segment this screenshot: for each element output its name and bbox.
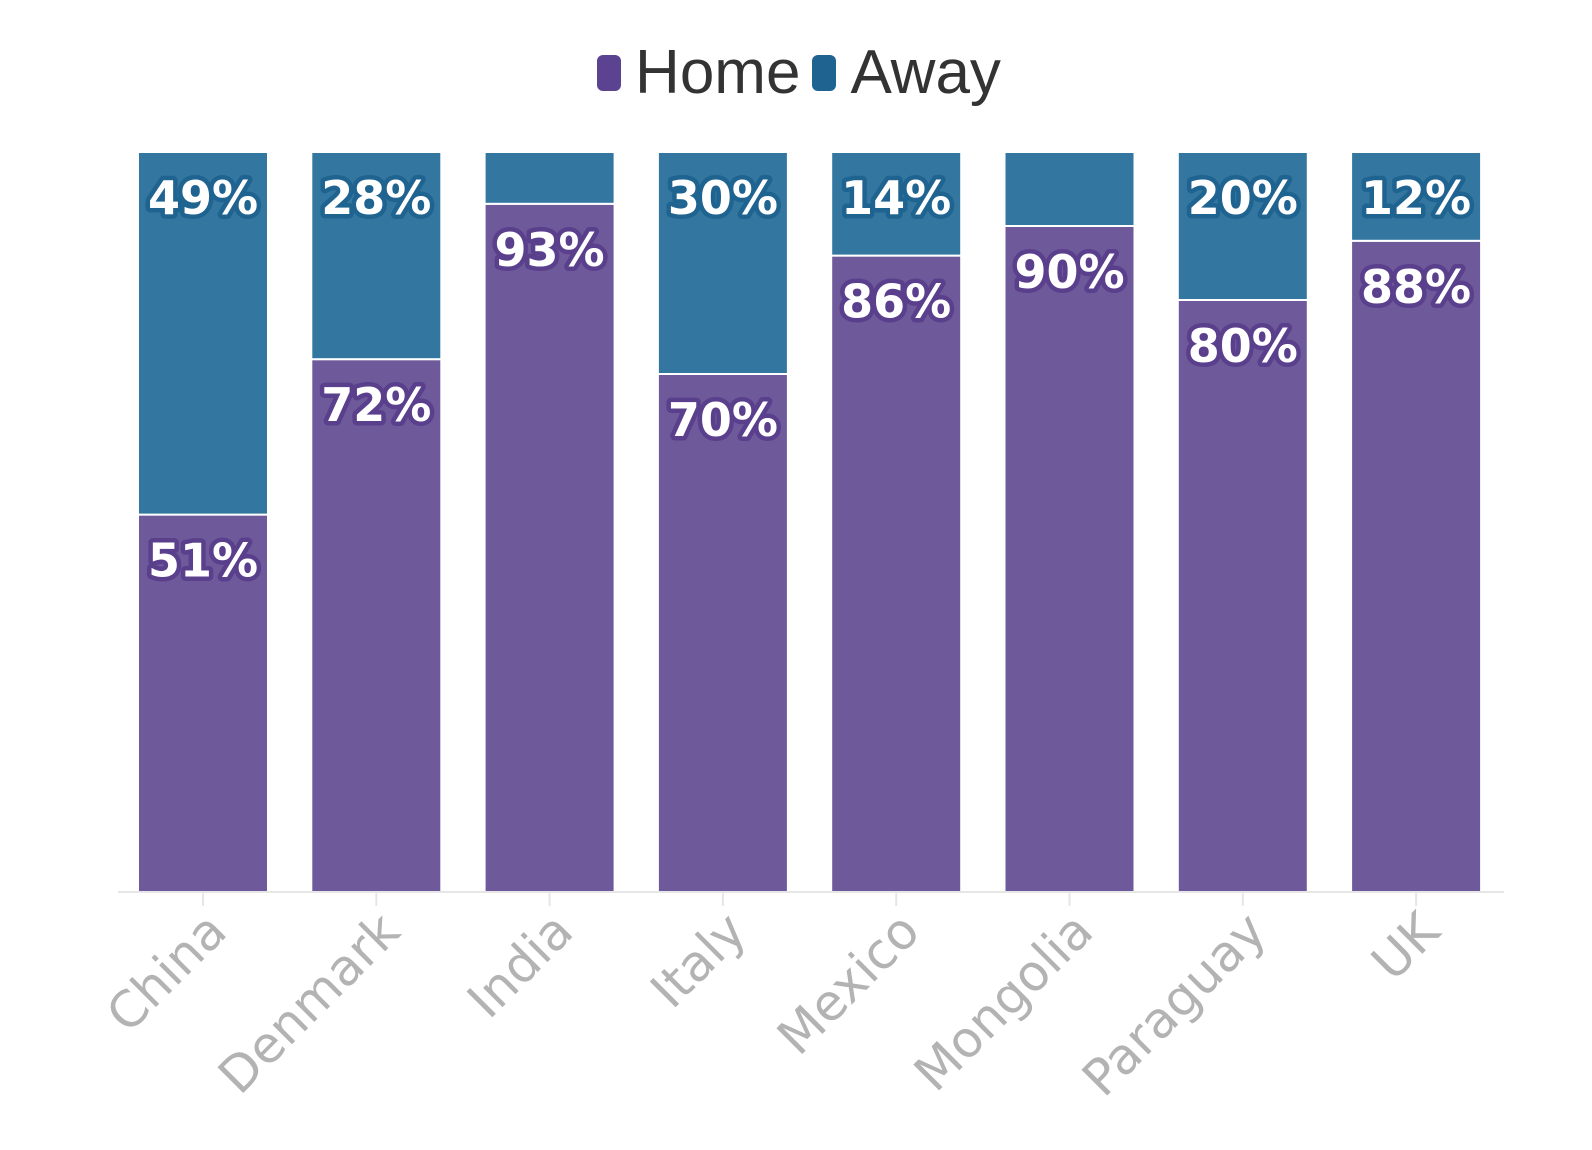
x-tick-label-mexico: Mexico bbox=[766, 901, 930, 1065]
value-label-away-denmark: 28% bbox=[321, 171, 431, 225]
x-tick-label-italy: Italy bbox=[640, 901, 758, 1019]
value-label-away-italy: 30% bbox=[668, 171, 778, 225]
value-label-home-paraguay: 80% bbox=[1188, 319, 1298, 373]
bar-home-paraguay[interactable] bbox=[1176, 299, 1309, 893]
legend-label-home: Home bbox=[635, 38, 801, 107]
bar-away-paraguay[interactable] bbox=[1176, 151, 1309, 301]
value-label-away-paraguay: 20% bbox=[1188, 171, 1298, 225]
bar-home-denmark[interactable] bbox=[310, 358, 443, 893]
legend-swatch-away bbox=[812, 55, 837, 91]
legend-item-home[interactable]: Home bbox=[591, 38, 800, 108]
value-label-away-mexico: 14% bbox=[841, 171, 951, 225]
bar-away-italy[interactable] bbox=[656, 151, 789, 375]
legend-swatch-home bbox=[597, 55, 622, 91]
bar-home-italy[interactable] bbox=[656, 373, 789, 893]
bar-away-mongolia[interactable] bbox=[1003, 151, 1136, 227]
value-label-home-uk: 88% bbox=[1361, 260, 1471, 314]
bar-home-china[interactable] bbox=[137, 513, 269, 893]
value-label-home-china: 51% bbox=[148, 534, 258, 588]
bar-away-uk[interactable] bbox=[1350, 151, 1483, 242]
bars-layer bbox=[137, 151, 1483, 894]
x-tick-label-paraguay: Paraguay bbox=[1071, 901, 1277, 1107]
x-tick-label-india: India bbox=[456, 901, 584, 1029]
bar-home-mexico[interactable] bbox=[830, 254, 963, 894]
value-label-home-mongolia: 90% bbox=[1014, 245, 1124, 299]
bar-away-mexico[interactable] bbox=[830, 151, 963, 257]
x-tick-label-denmark: Denmark bbox=[207, 901, 411, 1105]
bar-away-india[interactable] bbox=[483, 151, 616, 205]
x-tick-label-mongolia: Mongolia bbox=[903, 901, 1104, 1102]
x-tick-label-china: China bbox=[95, 901, 237, 1043]
x-tick-label-uk: UK bbox=[1361, 901, 1452, 992]
value-label-away-china: 49% bbox=[148, 171, 258, 225]
legend: Home Away bbox=[0, 38, 1592, 108]
value-label-home-italy: 70% bbox=[668, 393, 778, 447]
value-label-away-uk: 12% bbox=[1361, 171, 1471, 225]
value-label-home-india: 93% bbox=[495, 223, 605, 277]
bar-home-india[interactable] bbox=[483, 202, 616, 894]
value-labels-layer: 51% 49% 72% 28% 93% 70% 30% 86% 14% 90% 80% 20% 88% 1… bbox=[143, 167, 1475, 593]
bar-away-china[interactable] bbox=[137, 151, 269, 516]
value-label-home-mexico: 86% bbox=[841, 275, 951, 329]
legend-item-away[interactable]: Away bbox=[806, 38, 1001, 108]
bar-home-uk[interactable] bbox=[1350, 239, 1483, 894]
bar-home-mongolia[interactable] bbox=[1003, 225, 1136, 893]
bar-away-denmark[interactable] bbox=[310, 151, 443, 361]
value-label-home-denmark: 72% bbox=[321, 378, 431, 432]
legend-label-away: Away bbox=[850, 38, 1001, 107]
